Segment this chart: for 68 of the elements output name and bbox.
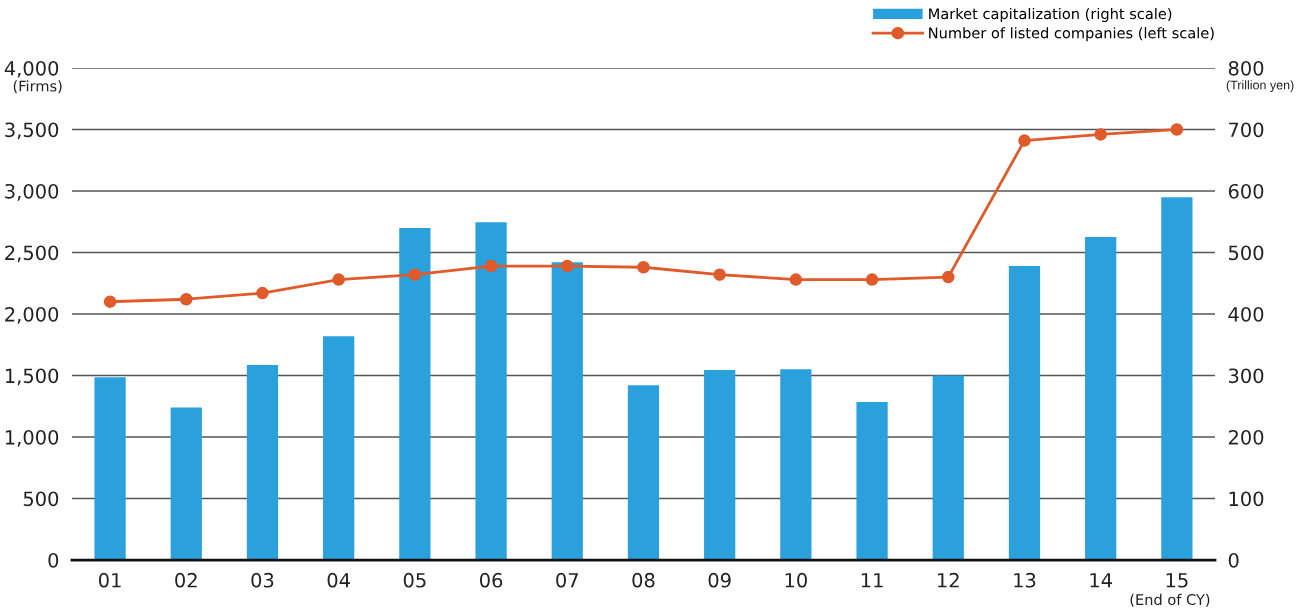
point <box>103 295 117 308</box>
y-tick-label: 3,000 <box>5 183 59 201</box>
legend-label: Number of listed companies (left scale) <box>929 27 1214 42</box>
x-tick-label: 11 <box>861 573 883 588</box>
y-tick-label: 2,500 <box>5 245 59 263</box>
y-tick-label: 2,000 <box>5 306 59 324</box>
bar <box>170 407 202 561</box>
point <box>865 273 879 286</box>
point <box>789 273 803 286</box>
bar <box>1085 237 1117 561</box>
bar <box>551 262 583 561</box>
x-tick-label: 13 <box>1014 572 1036 588</box>
point <box>942 270 955 284</box>
point <box>408 268 422 281</box>
x-tick-label: 03 <box>251 572 274 588</box>
y-tick-label: 0 <box>48 552 59 568</box>
y-tick-label: 1,000 <box>5 429 59 447</box>
bar <box>627 385 660 561</box>
point <box>713 268 726 281</box>
y-tick-label: 1,500 <box>5 368 59 386</box>
bar <box>323 336 355 561</box>
y2-axis-title: (Trillion yen) <box>1226 80 1294 92</box>
bar <box>94 377 126 561</box>
x-tick-label: 07 <box>556 572 578 588</box>
y2-tick-label: 600 <box>1228 183 1264 199</box>
bar <box>932 375 964 561</box>
point <box>1094 128 1107 141</box>
bar <box>246 365 279 561</box>
x-tick-label: 08 <box>632 572 655 588</box>
point <box>637 261 650 274</box>
point <box>561 259 574 273</box>
x-tick-label: 01 <box>98 572 121 588</box>
bar <box>1161 197 1193 561</box>
bar <box>399 227 431 561</box>
point <box>1170 123 1184 136</box>
y-axis-title: (Firms) <box>13 80 62 94</box>
y2-tick-label: 300 <box>1228 368 1264 384</box>
y-tick-label: 3,500 <box>5 122 59 140</box>
point <box>332 273 345 286</box>
bar <box>780 369 812 561</box>
y2-tick-label: 0 <box>1228 552 1239 568</box>
point <box>180 292 193 306</box>
x-axis-title: (End of CY) <box>1130 593 1210 607</box>
y2-tick-label: 200 <box>1228 429 1264 445</box>
point <box>1018 134 1031 147</box>
y2-tick-label: 800 <box>1228 60 1264 76</box>
y2-tick-label: 700 <box>1229 122 1264 138</box>
x-tick-label: 05 <box>403 572 426 588</box>
y2-tick-label: 100 <box>1229 491 1264 507</box>
x-tick-label: 06 <box>479 572 503 588</box>
bar <box>1008 266 1041 561</box>
x-tick-label: 02 <box>175 572 197 588</box>
x-tick-label: 09 <box>708 572 731 588</box>
point <box>484 259 498 273</box>
y-tick-label: 4,000 <box>4 60 59 78</box>
x-tick-label: 10 <box>785 572 807 588</box>
legend-label: Market capitalization (right scale) <box>929 7 1172 23</box>
x-tick-label: 14 <box>1090 573 1112 588</box>
y2-tick-label: 500 <box>1228 245 1264 261</box>
bar <box>856 401 888 561</box>
x-tick-label: 15 <box>1166 573 1188 588</box>
y2-tick-label: 400 <box>1228 306 1264 322</box>
y-tick-label: 500 <box>23 491 59 507</box>
bar <box>704 369 736 561</box>
x-tick-label: 04 <box>327 572 350 588</box>
x-tick-label: 12 <box>938 572 959 588</box>
bar <box>475 222 507 561</box>
point <box>256 286 269 300</box>
